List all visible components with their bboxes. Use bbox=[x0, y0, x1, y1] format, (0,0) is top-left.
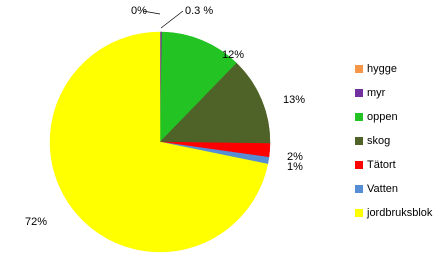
legend-label: Tätort bbox=[367, 159, 396, 171]
data-label: 72% bbox=[25, 216, 47, 228]
legend-swatch bbox=[355, 113, 363, 121]
data-label: 0% bbox=[131, 5, 147, 17]
legend-swatch bbox=[355, 89, 363, 97]
pie-slice bbox=[49, 31, 269, 253]
data-label: 13% bbox=[283, 94, 305, 106]
pie-slice bbox=[159, 62, 271, 144]
legend-swatch bbox=[355, 185, 363, 193]
legend-swatch bbox=[355, 137, 363, 145]
legend-label: Vatten bbox=[367, 183, 398, 195]
leader-line bbox=[142, 10, 161, 15]
legend-label: skog bbox=[367, 135, 390, 147]
legend-label: hygge bbox=[367, 63, 397, 75]
pie-slice bbox=[159, 31, 237, 143]
legend-label: myr bbox=[367, 87, 386, 99]
legend-swatch bbox=[355, 209, 363, 217]
data-label: 0.3 % bbox=[185, 5, 213, 17]
legend-swatch bbox=[355, 161, 363, 169]
legend-label: oppen bbox=[367, 111, 398, 123]
leader-line bbox=[160, 10, 184, 29]
legend-swatch bbox=[355, 65, 363, 73]
data-label: 12% bbox=[222, 49, 244, 61]
data-label: 2% bbox=[287, 151, 303, 163]
legend-label: jordbruksblok bbox=[366, 207, 433, 219]
data-label: 1% bbox=[287, 161, 303, 173]
